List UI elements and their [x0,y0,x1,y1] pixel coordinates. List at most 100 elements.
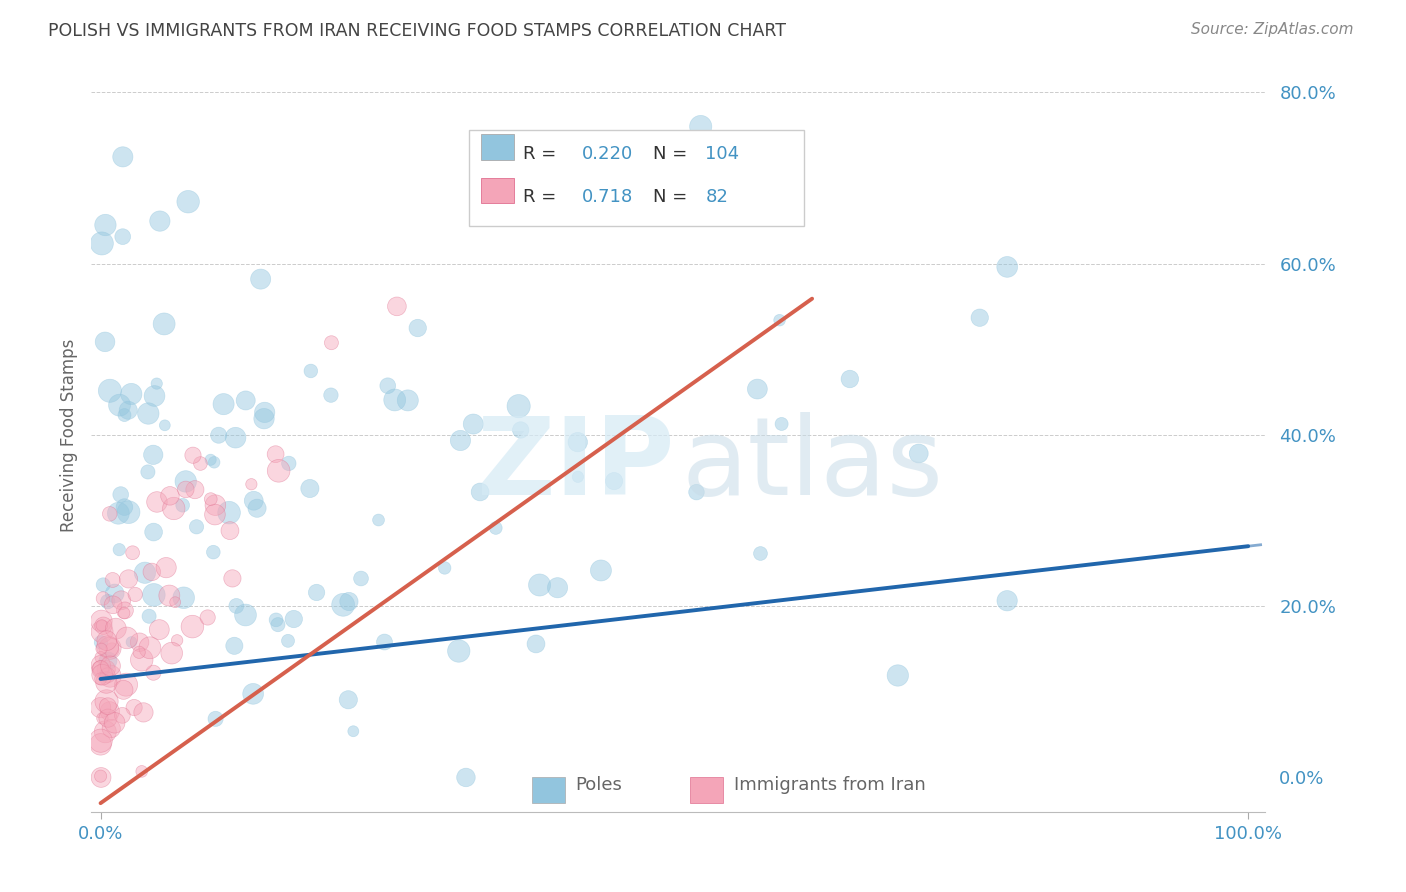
Point [90,618,112,632]
Point [91,591,114,606]
Point [747,382,769,396]
Point [132,706,155,720]
Point [277,457,299,471]
Point [212,397,235,411]
Point [101,598,124,612]
Point [131,764,153,779]
Text: N =: N = [652,145,693,162]
Point [90,733,112,747]
Point [433,561,456,575]
Point [90,737,112,751]
Point [134,566,156,580]
Point [148,623,170,637]
Text: N =: N = [652,188,693,206]
Text: 0.0%: 0.0% [77,824,124,843]
Text: Poles: Poles [575,776,621,795]
Point [141,565,163,579]
FancyBboxPatch shape [481,134,515,160]
Point [98,669,121,683]
Point [589,564,612,578]
Point [110,487,132,501]
Point [97,640,120,654]
Point [190,457,212,471]
Text: 100.0%: 100.0% [1215,824,1282,843]
Point [142,524,165,539]
Point [447,644,470,658]
Point [240,477,263,491]
FancyBboxPatch shape [470,129,804,226]
Point [155,560,177,574]
Point [91,711,114,725]
Point [124,587,146,601]
Point [104,715,127,730]
Point [111,708,134,723]
Point [463,417,485,431]
Point [224,639,246,653]
Point [98,384,121,398]
Point [97,711,120,725]
Point [142,588,165,602]
Point [97,654,120,668]
Point [100,659,122,673]
Point [112,500,135,514]
Point [529,578,551,592]
Point [90,700,112,714]
Text: atlas: atlas [682,412,943,518]
Point [128,635,150,649]
Point [200,452,222,467]
Point [104,622,127,636]
Point [350,572,373,586]
Point [90,769,112,783]
Point [995,260,1018,274]
Point [485,521,508,535]
Point [242,493,264,508]
Point [377,378,399,392]
Point [157,589,180,603]
Point [384,392,406,407]
Point [94,662,117,676]
Point [101,643,124,657]
Point [107,506,129,520]
Point [146,495,169,509]
Point [225,599,247,613]
Text: ZIP: ZIP [477,412,675,518]
Point [90,236,112,251]
Point [508,399,530,413]
Point [267,617,290,632]
Point [122,700,145,714]
Text: 82: 82 [706,188,728,206]
Point [138,609,160,624]
Point [342,724,364,739]
Point [283,612,305,626]
Point [373,635,395,649]
Point [200,492,222,507]
Point [110,593,132,607]
Point [221,571,243,585]
Point [524,637,547,651]
Point [547,581,569,595]
Point [117,572,139,586]
Point [181,619,204,633]
Point [567,470,589,484]
Point [204,498,226,512]
Text: POLISH VS IMMIGRANTS FROM IRAN RECEIVING FOOD STAMPS CORRELATION CHART: POLISH VS IMMIGRANTS FROM IRAN RECEIVING… [48,22,786,40]
Point [97,668,120,682]
Point [121,635,143,649]
Point [149,214,172,228]
Point [567,435,589,450]
Point [112,682,135,697]
Point [90,662,112,676]
Point [305,585,328,599]
Point [219,524,242,538]
Point [90,658,112,673]
Point [173,591,195,605]
Point [94,724,117,739]
Point [321,335,343,350]
Point [337,692,360,706]
Point [172,498,194,512]
Point [298,482,321,496]
Point [749,547,772,561]
Point [337,594,360,608]
Point [449,434,471,448]
Point [142,665,165,680]
